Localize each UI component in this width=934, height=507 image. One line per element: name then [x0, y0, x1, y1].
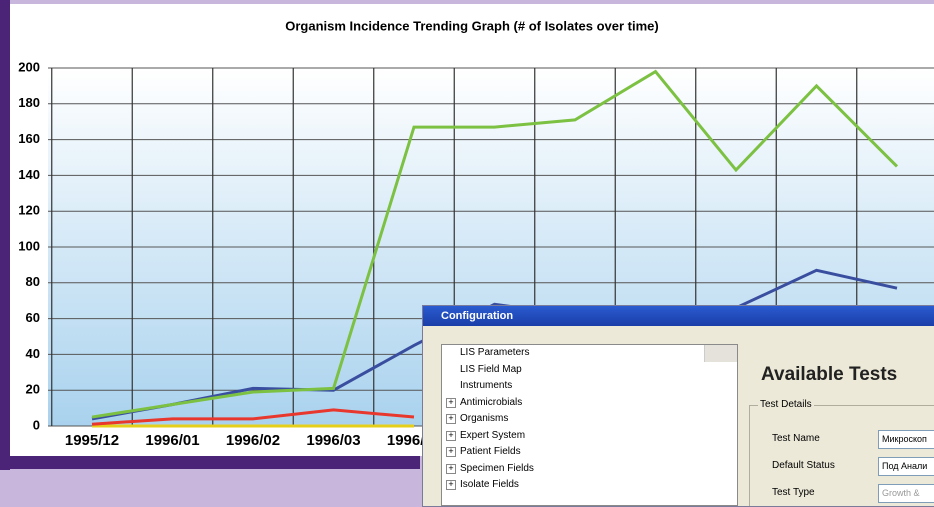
- window-title: Configuration: [423, 306, 934, 326]
- field-label: Test Name: [772, 433, 820, 444]
- y-tick-label: 200: [18, 59, 40, 74]
- y-tick-label: 0: [33, 417, 40, 432]
- tree-item[interactable]: Patient Fields: [442, 444, 737, 461]
- x-tick-label: 1996/03: [306, 432, 360, 449]
- tree-item[interactable]: Organisms: [442, 411, 737, 428]
- tree-item[interactable]: LIS Field Map: [442, 362, 737, 379]
- x-tick-label: 1996/02: [226, 432, 280, 449]
- y-tick-label: 180: [18, 95, 40, 110]
- frame: [0, 0, 10, 470]
- heading: Available Tests: [761, 364, 897, 386]
- tree-item[interactable]: Expert System: [442, 428, 737, 445]
- tree-item[interactable]: LIS Parameters: [442, 345, 737, 362]
- page: Organism Incidence Trending Graph (# of …: [0, 0, 934, 495]
- frame: [0, 455, 420, 469]
- field-input[interactable]: Growth &: [878, 484, 934, 503]
- group-label: Test Details: [758, 399, 814, 410]
- field-input[interactable]: Микроскоп: [878, 430, 934, 449]
- x-tick-label: 1996/01: [145, 432, 199, 449]
- y-tick-label: 80: [26, 274, 40, 289]
- y-tick-label: 100: [18, 238, 40, 253]
- tree-item[interactable]: Specimen Fields: [442, 461, 737, 478]
- field-label: Default Status: [772, 460, 835, 471]
- scrollbar[interactable]: [704, 345, 737, 362]
- y-tick-label: 120: [18, 203, 40, 218]
- x-tick-label: 1995/12: [65, 432, 119, 449]
- y-tick-label: 160: [18, 131, 40, 146]
- field-input[interactable]: Под Анали: [878, 457, 934, 476]
- y-tick-label: 20: [26, 382, 40, 397]
- tree-item[interactable]: Antimicrobials: [442, 395, 737, 412]
- chart-title: Organism Incidence Trending Graph (# of …: [285, 18, 658, 33]
- field-label: Test Type: [772, 487, 815, 498]
- tree-item[interactable]: Isolate Fields: [442, 477, 737, 494]
- tree-item[interactable]: Instruments: [442, 378, 737, 395]
- y-tick-label: 40: [26, 346, 40, 361]
- y-tick-label: 140: [18, 167, 40, 182]
- y-tick-label: 60: [26, 310, 40, 325]
